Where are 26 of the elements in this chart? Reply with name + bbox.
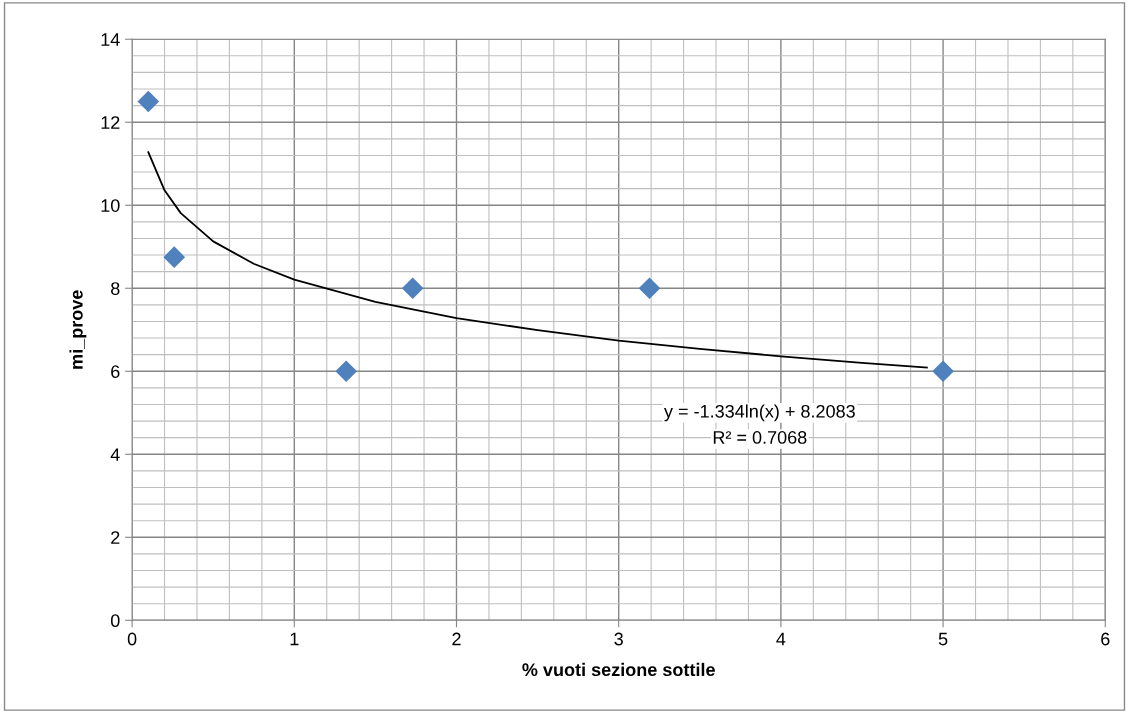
x-tick-label: 4 xyxy=(776,632,786,646)
x-tick-label: 1 xyxy=(290,632,299,646)
y-tick-label: 6 xyxy=(111,365,120,378)
x-tick-label: 0 xyxy=(127,632,137,646)
point xyxy=(163,246,185,268)
annotation: y = -1.334ln(x) + 8.2083 xyxy=(664,404,855,422)
y-tick-label: 10 xyxy=(101,199,120,212)
point xyxy=(932,360,954,382)
y-tick-label: 14 xyxy=(101,33,120,46)
x-tick-label: 5 xyxy=(938,632,948,646)
x-tick-label: 3 xyxy=(614,632,623,646)
y-tick-label: 2 xyxy=(111,531,120,544)
y-tick-label: 8 xyxy=(111,282,120,295)
y-tick-label: 12 xyxy=(101,116,120,129)
line-series xyxy=(147,151,928,369)
y-tick-label: 0 xyxy=(110,614,120,628)
y-tick-label: 4 xyxy=(110,448,120,461)
x-axis-title: % vuoti sezione sottile xyxy=(522,662,715,677)
annotation: R² = 0.7068 xyxy=(713,431,807,444)
point xyxy=(402,277,424,299)
point xyxy=(137,90,159,112)
x-tick-label: 2 xyxy=(452,632,461,646)
point xyxy=(335,360,357,382)
x-tick-label: 6 xyxy=(1101,632,1110,646)
y-axis-title: mi_prove xyxy=(69,290,87,369)
point xyxy=(638,277,661,299)
